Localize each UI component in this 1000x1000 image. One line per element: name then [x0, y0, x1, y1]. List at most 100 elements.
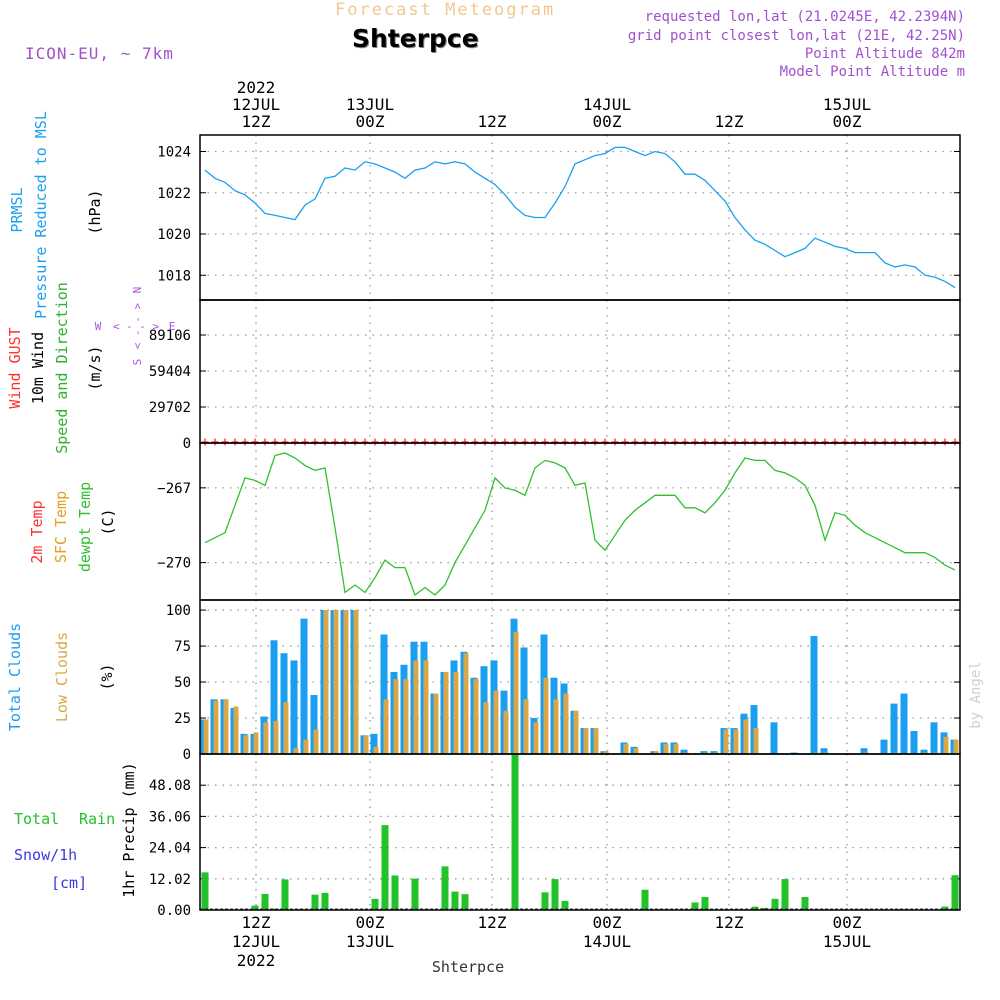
- low-cloud-bar: [273, 720, 279, 754]
- pressure-msl-label: Pressure Reduced to MSL: [32, 111, 50, 319]
- total-cloud-bar: [890, 703, 898, 754]
- low-cloud-bar: [363, 735, 369, 754]
- rain-bar: [201, 872, 209, 910]
- y-tick-label: 0: [183, 436, 191, 452]
- low-cloud-bar: [463, 653, 469, 754]
- dewpt-temp-label: dewpt Temp: [76, 482, 94, 572]
- low-cloud-bar: [723, 729, 729, 754]
- low-cloud-bar: [203, 719, 209, 754]
- low-cloud-bar: [323, 610, 329, 754]
- low-cloud-bar: [953, 739, 959, 754]
- rain-bar: [801, 897, 809, 910]
- watermark-label: by Angel: [968, 661, 984, 728]
- low-cloud-bar: [583, 728, 589, 754]
- wind-10m-label: 10m Wind: [29, 332, 47, 404]
- low-cloud-bar: [443, 671, 449, 754]
- low-cloud-bar: [413, 660, 419, 754]
- total-clouds-label: Total Clouds: [6, 623, 24, 731]
- low-cloud-bar: [383, 699, 389, 754]
- total-cloud-bar: [810, 635, 818, 754]
- compass-south: S: [131, 359, 144, 366]
- total-cloud-bar: [880, 739, 888, 754]
- requested-coordinates: requested lon,lat (21.0245E, 42.2394N): [644, 9, 965, 25]
- low-cloud-bar: [503, 710, 509, 754]
- rain-bar: [781, 879, 789, 910]
- rain-bar: [411, 878, 419, 910]
- y-tick-label: 59404: [149, 364, 191, 380]
- bottom-day-label: 13JUL: [346, 932, 394, 951]
- snow-unit-label: [cm]: [51, 874, 87, 892]
- low-cloud-bar: [603, 751, 609, 754]
- compass-arrow: < - - >: [113, 320, 160, 333]
- bottom-hour-label: 12Z: [715, 913, 744, 932]
- compass-north: N: [131, 287, 144, 294]
- low-cloud-bar: [483, 702, 489, 754]
- y-tick-label: 0.00: [157, 903, 191, 919]
- low-cloud-bar: [243, 735, 249, 754]
- bottom-hour-label: 12Z: [242, 913, 271, 932]
- low-cloud-bar: [343, 610, 349, 754]
- total-cloud-bar: [920, 749, 928, 754]
- y-tick-label: 1022: [157, 186, 191, 202]
- y-tick-label: 24.04: [149, 841, 191, 857]
- model-label: ICON-EU, ~ 7km: [25, 44, 174, 63]
- total-cloud-bar: [310, 694, 318, 754]
- top-day-label: 13JUL: [346, 95, 394, 114]
- total-cloud-bar: [900, 693, 908, 754]
- total-cloud-bar: [270, 640, 278, 754]
- bottom-day-label: 15JUL: [823, 932, 871, 951]
- total-cloud-bar: [380, 634, 388, 754]
- total-cloud-bar: [680, 749, 688, 754]
- low-cloud-bar: [633, 748, 639, 754]
- panel-border: [199, 753, 961, 911]
- rain-bar: [641, 889, 649, 910]
- low-cloud-bar: [453, 671, 459, 754]
- y-tick-label: 1024: [157, 145, 191, 161]
- model-point-altitude: Model Point Altitude m: [779, 64, 965, 80]
- meteogram-title: Forecast Meteogram: [335, 0, 556, 20]
- location-title: Shterpce: [352, 24, 479, 53]
- point-altitude: Point Altitude 842m: [804, 46, 965, 62]
- panel-border: [199, 442, 961, 601]
- low-cloud-bar: [373, 746, 379, 754]
- y-tick-label: 12.02: [149, 872, 191, 888]
- low-cloud-bar: [393, 679, 399, 754]
- total-cloud-bar: [930, 722, 938, 754]
- bottom-day-label: 14JUL: [583, 932, 631, 951]
- total-cloud-bar: [300, 618, 308, 754]
- low-cloud-bar: [403, 679, 409, 754]
- low-cloud-bar: [263, 722, 269, 754]
- rain-bar: [381, 825, 389, 910]
- top-hour-label: 12Z: [715, 112, 744, 131]
- y-tick-label: 1018: [157, 268, 191, 284]
- rain-bar: [541, 892, 549, 910]
- rain-bar: [691, 902, 699, 910]
- low-cloud-bar: [523, 699, 529, 754]
- low-cloud-bar: [333, 610, 339, 754]
- rain-label: Rain: [79, 810, 115, 828]
- low-cloud-bar: [493, 690, 499, 754]
- y-tick-label: −270: [157, 556, 191, 572]
- low-cloud-bar: [543, 677, 549, 754]
- low-cloud-bar: [293, 748, 299, 754]
- low-cloud-bar: [563, 693, 569, 754]
- y-tick-label: 36.06: [149, 809, 191, 825]
- low-cloud-bar: [653, 751, 659, 754]
- wind-gust-label: Wind GUST: [6, 327, 24, 408]
- compass-arrow: < - - >: [131, 302, 144, 349]
- grid-point-coordinates: grid point closest lon,lat (21E, 42.25N): [627, 28, 965, 44]
- low-clouds-label: Low Clouds: [53, 632, 71, 722]
- rain-bar: [941, 906, 949, 910]
- rain-bar: [281, 879, 289, 910]
- sfc-temp-label: SFC Temp: [52, 491, 70, 563]
- low-cloud-bar: [283, 702, 289, 754]
- y-tick-label: 50: [174, 675, 191, 691]
- top-day-label: 14JUL: [583, 95, 631, 114]
- low-cloud-bar: [673, 743, 679, 754]
- y-tick-label: 29702: [149, 400, 191, 416]
- compass-west: W: [95, 320, 102, 333]
- low-cloud-bar: [943, 736, 949, 754]
- bottom-location-label: Shterpce: [432, 958, 504, 976]
- rain-bar: [391, 875, 399, 910]
